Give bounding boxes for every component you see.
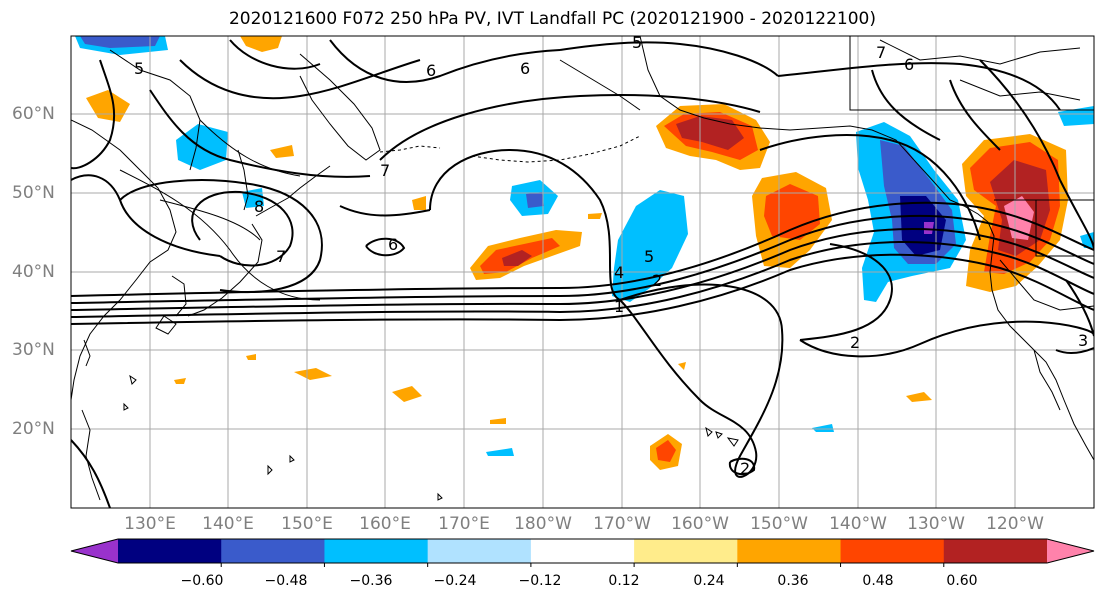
colorbar-tick-label: −0.60 bbox=[180, 573, 224, 589]
shade-s-10 bbox=[678, 362, 686, 370]
shade-kam-orange bbox=[86, 90, 130, 122]
colorbar-extend-min bbox=[71, 539, 118, 563]
contour-label: 5 bbox=[632, 33, 642, 52]
graticule bbox=[71, 36, 1094, 508]
colorbar bbox=[70, 538, 1095, 567]
shade-s-1 bbox=[294, 368, 332, 380]
lat-label: 40°N bbox=[12, 262, 55, 282]
shade-nw-blue-core bbox=[80, 36, 160, 48]
colorbar-cell bbox=[737, 539, 842, 563]
map-title: 2020121600 F072 250 hPa PV, IVT Landfall… bbox=[228, 9, 876, 29]
shade-s-8 bbox=[246, 354, 256, 360]
lon-label: 160°W bbox=[671, 514, 729, 534]
lon-label: 130°E bbox=[124, 514, 176, 534]
contour-label: 5 bbox=[134, 59, 144, 78]
lat-label: 50°N bbox=[12, 183, 55, 203]
lon-label: 140°W bbox=[829, 514, 887, 534]
lon-label: 150°E bbox=[281, 514, 333, 534]
colorbar-cell bbox=[221, 539, 325, 563]
shade-s-4 bbox=[486, 448, 514, 456]
contour-label: 1 bbox=[614, 297, 624, 316]
contour-label: 7 bbox=[876, 43, 886, 62]
shade-small-orange-2 bbox=[412, 196, 426, 210]
shade-small-orange-3 bbox=[588, 213, 602, 219]
colorbar-cell bbox=[840, 539, 945, 563]
lat-label: 60°N bbox=[12, 104, 55, 124]
colorbar-tick-label: 0.36 bbox=[777, 573, 809, 589]
shade-small-orange-1 bbox=[270, 145, 294, 158]
contour-label: 5 bbox=[644, 247, 654, 266]
contour-label: 7 bbox=[276, 247, 286, 266]
lat-label: 20°N bbox=[12, 419, 55, 439]
colorbar-tick-label: −0.12 bbox=[518, 573, 562, 589]
colorbar-tick-label: 0.60 bbox=[946, 573, 978, 589]
shade-135w-core bbox=[900, 196, 946, 256]
colorbar-tick-label: −0.36 bbox=[349, 573, 393, 589]
colorbar-cell bbox=[634, 539, 738, 563]
contour-label: 3 bbox=[1078, 331, 1088, 350]
contour-label: 6 bbox=[426, 61, 436, 80]
shade-ne-blue bbox=[1058, 106, 1094, 126]
shade-s-5c bbox=[656, 440, 676, 462]
shade-streak-blue bbox=[612, 190, 688, 302]
lon-label: 130°W bbox=[907, 514, 965, 534]
lon-label: 150°W bbox=[750, 514, 808, 534]
colorbar-cell bbox=[118, 539, 222, 563]
lon-label: 160°E bbox=[359, 514, 411, 534]
pv-contours bbox=[71, 39, 1094, 508]
contour-label: 2 bbox=[652, 271, 662, 290]
contour-label: 2 bbox=[740, 459, 750, 478]
shade-150w-red bbox=[764, 184, 820, 240]
lon-label: 180°W bbox=[514, 514, 572, 534]
contour-label: 8 bbox=[254, 197, 264, 216]
lon-label: 170°E bbox=[438, 514, 490, 534]
shade-central-warm-max bbox=[502, 250, 532, 266]
colorbar-tick-label: 0.12 bbox=[608, 573, 640, 589]
shade-s-3 bbox=[490, 418, 506, 424]
colorbar-tick-label: 0.24 bbox=[693, 573, 725, 589]
colorbar-cell bbox=[427, 539, 532, 563]
lon-label: 140°E bbox=[202, 514, 254, 534]
shade-dateline-blue-core bbox=[526, 192, 544, 208]
contour-labels: 1 2 2 2 3 4 5 5 5 6 6 6 6 7 7 7 8 bbox=[134, 33, 1088, 478]
map-frame bbox=[70, 35, 1095, 509]
contour-label: 6 bbox=[388, 235, 398, 254]
contour-label: 7 bbox=[380, 161, 390, 180]
colorbar-outline bbox=[70, 538, 1095, 564]
lon-label: 170°W bbox=[593, 514, 651, 534]
colorbar-tick-label: −0.24 bbox=[433, 573, 477, 589]
shade-top-orange bbox=[240, 36, 282, 52]
colorbar-cell bbox=[324, 539, 429, 563]
colorbar-extend-max bbox=[1047, 539, 1094, 563]
colorbar-tick-label: −0.48 bbox=[264, 573, 308, 589]
shade-s-6 bbox=[906, 392, 932, 402]
colorbar-cell bbox=[530, 539, 635, 563]
colorbar-cell bbox=[943, 539, 1048, 563]
contour-label: 2 bbox=[850, 333, 860, 352]
contour-label: 4 bbox=[614, 263, 624, 282]
shade-s-7 bbox=[812, 424, 834, 432]
shade-s-2 bbox=[392, 386, 422, 402]
lon-label: 120°W bbox=[986, 514, 1044, 534]
contour-label: 6 bbox=[904, 55, 914, 74]
contour-label: 6 bbox=[520, 59, 530, 78]
shade-goa-max bbox=[676, 116, 744, 150]
shade-s-9 bbox=[174, 378, 186, 384]
lat-label: 30°N bbox=[12, 340, 55, 360]
colorbar-tick-label: 0.48 bbox=[862, 573, 894, 589]
shade-135w-peak bbox=[924, 222, 934, 234]
